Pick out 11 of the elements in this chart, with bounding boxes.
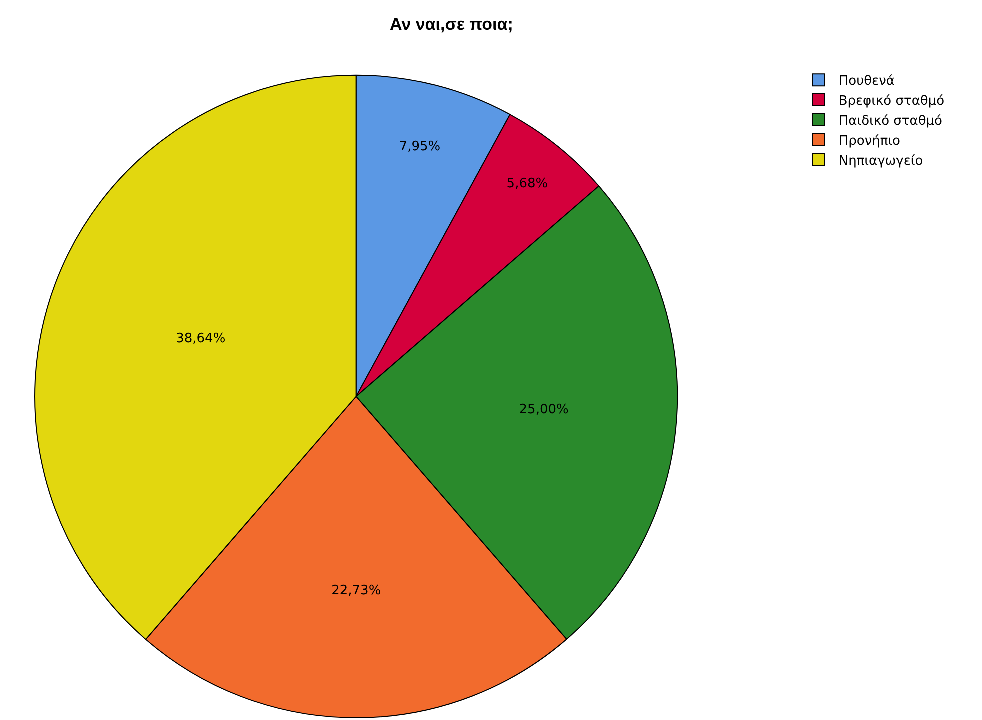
data-label: 22,73% [332, 583, 382, 598]
data-label: 25,00% [519, 402, 569, 418]
data-label: 5,68% [506, 176, 548, 192]
data-label: 7,95% [399, 140, 441, 155]
data-label: 38,64% [176, 331, 226, 346]
legend-label: Πουθενά [838, 74, 895, 90]
legend-label: Παιδικό σταθμό [838, 114, 943, 130]
legend-label: Προνήπιο [838, 134, 901, 149]
chart-title: Αν ναι,σε ποια; [390, 14, 514, 34]
legend-label: Βρεφικό σταθμό [838, 94, 945, 110]
legend-label: Νηπιαγωγείο [838, 154, 924, 169]
